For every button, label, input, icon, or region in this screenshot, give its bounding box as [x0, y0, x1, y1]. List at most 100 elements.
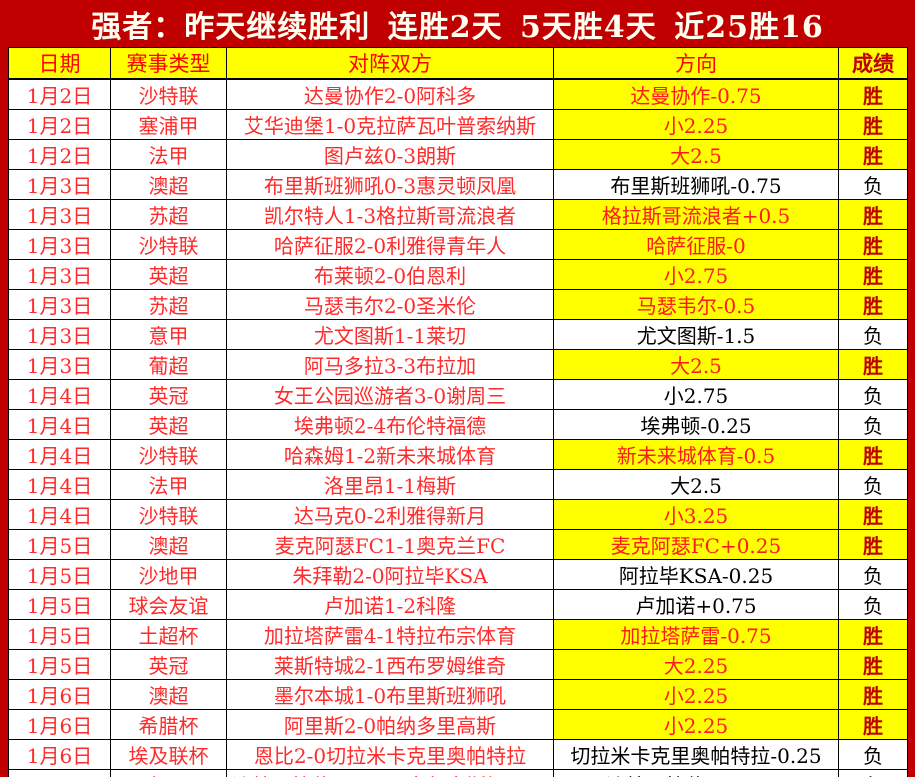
match-cell: 加拉塔萨雷4-1特拉布宗体育 — [226, 619, 554, 650]
result-cell: 胜 — [838, 679, 908, 710]
direction-cell: 尤文图斯-1.5 — [553, 319, 839, 350]
table-row: 1月2日 法甲 图卢兹0-3朗斯 大2.5 胜 — [8, 139, 908, 170]
date-cell: 1月3日 — [8, 199, 111, 230]
result-cell: 胜 — [838, 289, 908, 320]
result-cell: 胜 — [838, 619, 908, 650]
match-cell: 布里斯班狮吼0-3惠灵顿凤凰 — [226, 169, 554, 200]
table-body: 1月2日 沙特联 达曼协作2-0阿科多 达曼协作-0.75 胜 1月2日 塞浦甲 艾华迪堡1-… — [8, 78, 908, 777]
league-cell: 英冠 — [110, 649, 227, 680]
league-cell: 苏超 — [110, 199, 227, 230]
table-row: 1月6日亚青 U23沙特阿拉伯U231-0吉尔吉斯坦U23沙特阿拉伯U23-1.… — [8, 769, 908, 777]
league-cell: 球会友谊 — [110, 589, 227, 620]
match-cell: 阿马多拉3-3布拉加 — [226, 349, 554, 380]
match-cell: 埃弗顿2-4布伦特福德 — [226, 409, 554, 440]
date-cell: 1月5日 — [8, 559, 111, 590]
table-row: 1月5日 球会友谊 卢加诺1-2科隆 卢加诺+0.75 负 — [8, 589, 908, 620]
header-date: 日期 — [8, 47, 111, 80]
result-cell: 负 — [838, 559, 908, 590]
match-cell: 达马克0-2利雅得新月 — [226, 499, 554, 530]
result-cell: 胜 — [838, 349, 908, 380]
league-cell: 英冠 — [110, 379, 227, 410]
result-cell: 负 — [838, 409, 908, 440]
league-cell: 沙特联 — [110, 229, 227, 260]
match-cell: 图卢兹0-3朗斯 — [226, 139, 554, 170]
direction-cell: 马瑟韦尔-0.5 — [553, 289, 839, 320]
result-cell: 胜 — [838, 259, 908, 290]
direction-cell: 格拉斯哥流浪者+0.5 — [553, 199, 839, 230]
result-cell: 负 — [838, 169, 908, 200]
result-cell: 负 — [838, 469, 908, 500]
league-cell: 沙特联 — [110, 439, 227, 470]
date-cell: 1月3日 — [8, 319, 111, 350]
result-cell: 胜 — [838, 439, 908, 470]
result-cell: 负 — [838, 319, 908, 350]
match-cell: 艾华迪堡1-0克拉萨瓦叶普索纳斯 — [226, 109, 554, 140]
league-cell: 法甲 — [110, 469, 227, 500]
table-row: 1月3日 苏超 马瑟韦尔2-0圣米伦 马瑟韦尔-0.5 胜 — [8, 289, 908, 320]
result-cell: 胜 — [838, 649, 908, 680]
direction-cell: 大2.25 — [553, 649, 839, 680]
direction-cell: 切拉米卡克里奥帕特拉-0.25 — [553, 739, 839, 770]
match-cell: 沙特阿拉伯U231-0吉尔吉斯坦U23 — [226, 769, 554, 777]
result-cell: 胜 — [838, 499, 908, 530]
direction-cell: 卢加诺+0.75 — [553, 589, 839, 620]
direction-cell: 小2.25 — [553, 709, 839, 740]
table-row: 1月5日 澳超 麦克阿瑟FC1-1奥克兰FC 麦克阿瑟FC+0.25 胜 — [8, 529, 908, 560]
direction-cell: 布里斯班狮吼-0.75 — [553, 169, 839, 200]
direction-cell: 小2.75 — [553, 379, 839, 410]
direction-cell: 埃弗顿-0.25 — [553, 409, 839, 440]
table-row: 1月4日 英超 埃弗顿2-4布伦特福德 埃弗顿-0.25 负 — [8, 409, 908, 440]
direction-cell: 新未来城体育-0.5 — [553, 439, 839, 470]
league-cell: 法甲 — [110, 139, 227, 170]
match-cell: 麦克阿瑟FC1-1奥克兰FC — [226, 529, 554, 560]
date-cell: 1月3日 — [8, 289, 111, 320]
date-cell: 1月3日 — [8, 169, 111, 200]
direction-cell: 大2.5 — [553, 469, 839, 500]
match-cell: 凯尔特人1-3格拉斯哥流浪者 — [226, 199, 554, 230]
page-title: 强者：昨天继续胜利 连胜2天 5天胜4天 近25胜16 — [91, 9, 824, 45]
result-cell: 胜 — [838, 78, 908, 110]
league-cell: 亚青 U23 — [110, 769, 227, 777]
match-cell: 莱斯特城2-1西布罗姆维奇 — [226, 649, 554, 680]
date-cell: 1月4日 — [8, 379, 111, 410]
league-cell: 希腊杯 — [110, 709, 227, 740]
match-cell: 洛里昂1-1梅斯 — [226, 469, 554, 500]
result-cell: 胜 — [838, 529, 908, 560]
match-cell: 卢加诺1-2科隆 — [226, 589, 554, 620]
date-cell: 1月6日 — [8, 709, 111, 740]
result-cell: 胜 — [838, 709, 908, 740]
direction-cell: 大2.5 — [553, 139, 839, 170]
table-row: 1月4日 英冠 女王公园巡游者3-0谢周三 小2.75 负 — [8, 379, 908, 410]
direction-cell: 小2.25 — [553, 679, 839, 710]
direction-cell: 小3.25 — [553, 499, 839, 530]
league-cell: 苏超 — [110, 289, 227, 320]
table-row: 1月3日 意甲 尤文图斯1-1莱切 尤文图斯-1.5 负 — [8, 319, 908, 350]
match-cell: 墨尔本城1-0布里斯班狮吼 — [226, 679, 554, 710]
league-cell: 埃及联杯 — [110, 739, 227, 770]
direction-cell: 哈萨征服-0 — [553, 229, 839, 260]
match-cell: 哈萨征服2-0利雅得青年人 — [226, 229, 554, 260]
league-cell: 英超 — [110, 409, 227, 440]
table-row: 1月4日 沙特联 哈森姆1-2新未来城体育 新未来城体育-0.5 胜 — [8, 439, 908, 470]
league-cell: 塞浦甲 — [110, 109, 227, 140]
date-cell: 1月4日 — [8, 499, 111, 530]
direction-cell: 小2.75 — [553, 259, 839, 290]
date-cell: 1月6日 — [8, 769, 111, 777]
date-cell: 1月6日 — [8, 679, 111, 710]
match-cell: 阿里斯2-0帕纳多里高斯 — [226, 709, 554, 740]
direction-cell: 加拉塔萨雷-0.75 — [553, 619, 839, 650]
league-cell: 意甲 — [110, 319, 227, 350]
league-cell: 葡超 — [110, 349, 227, 380]
date-cell: 1月3日 — [8, 259, 111, 290]
date-cell: 1月5日 — [8, 589, 111, 620]
table-row: 1月2日 塞浦甲 艾华迪堡1-0克拉萨瓦叶普索纳斯 小2.25 胜 — [8, 109, 908, 140]
league-cell: 土超杯 — [110, 619, 227, 650]
match-cell: 布莱顿2-0伯恩利 — [226, 259, 554, 290]
league-cell: 沙地甲 — [110, 559, 227, 590]
league-cell: 澳超 — [110, 679, 227, 710]
header-match: 对阵双方 — [226, 47, 554, 80]
date-cell: 1月2日 — [8, 139, 111, 170]
date-cell: 1月4日 — [8, 409, 111, 440]
table-row: 1月2日 沙特联 达曼协作2-0阿科多 达曼协作-0.75 胜 — [8, 78, 908, 110]
table-row: 1月5日 土超杯 加拉塔萨雷4-1特拉布宗体育 加拉塔萨雷-0.75 胜 — [8, 619, 908, 650]
